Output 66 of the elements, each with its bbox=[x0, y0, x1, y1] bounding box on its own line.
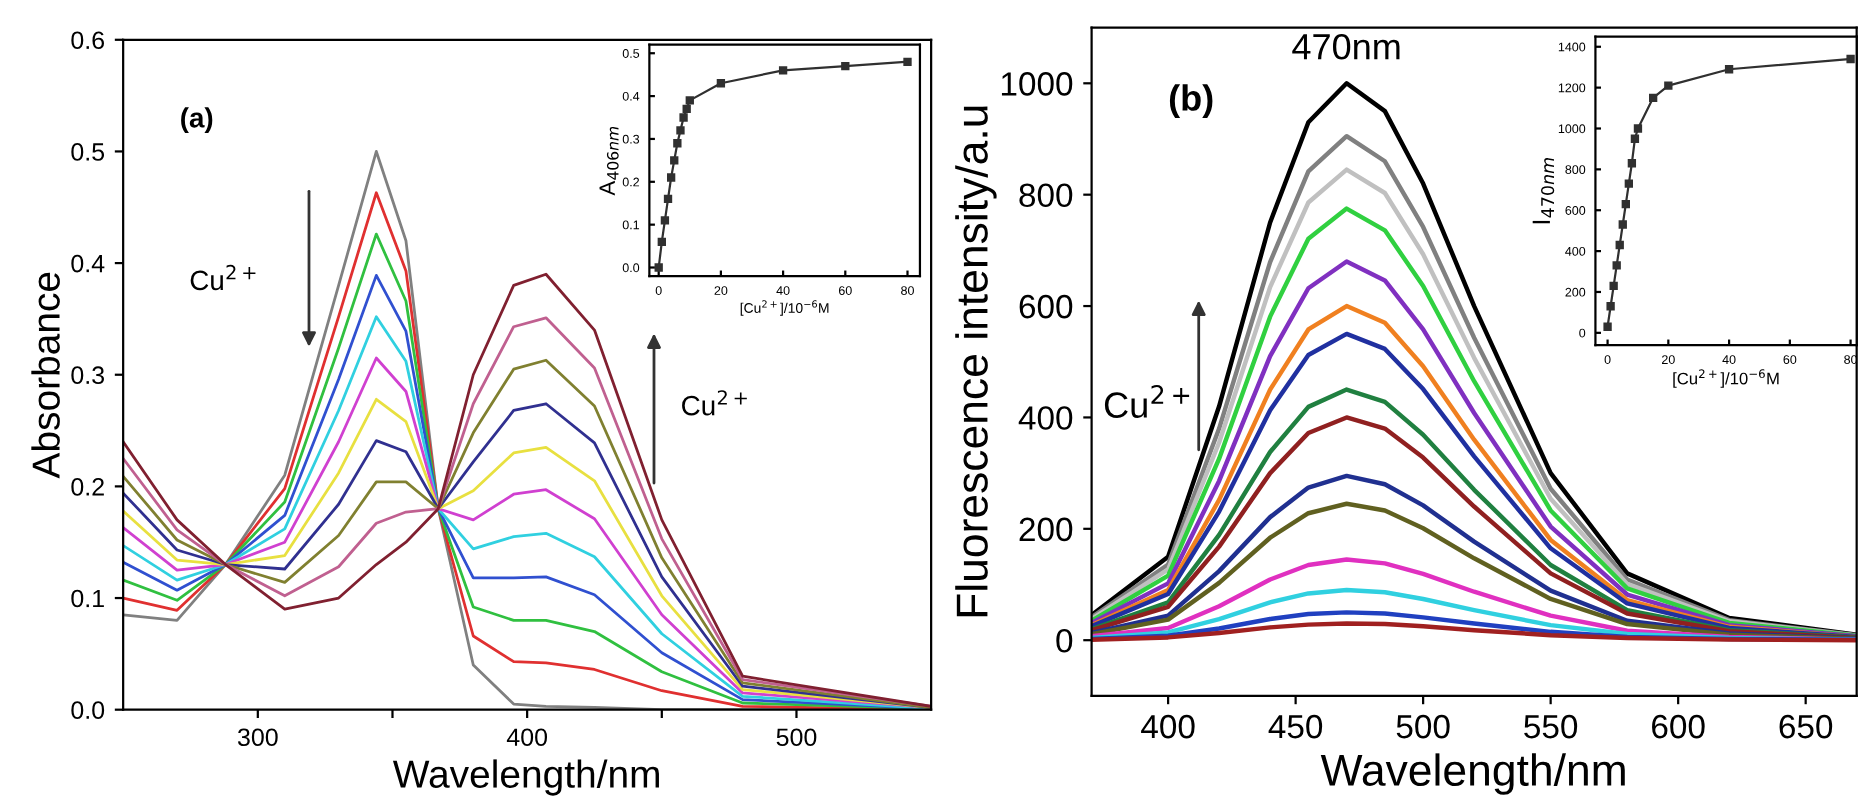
x-tick-label: 650 bbox=[1779, 714, 1833, 739]
y-tick-label: 0.3 bbox=[71, 366, 104, 385]
x-tick-label: 300 bbox=[237, 728, 278, 747]
point bbox=[716, 79, 726, 88]
x-axis-title: Wavelength/nm bbox=[1320, 753, 1625, 795]
point bbox=[673, 139, 682, 148]
point bbox=[1648, 93, 1658, 103]
point bbox=[1609, 281, 1618, 291]
point bbox=[670, 156, 679, 165]
point bbox=[654, 263, 663, 272]
x-tick-label: 500 bbox=[776, 728, 817, 747]
annotation: (a) bbox=[181, 107, 213, 134]
annotation: Cu$^{2+}$ bbox=[190, 264, 256, 291]
y-tick-label: 1000 bbox=[1001, 72, 1073, 96]
x-tick-label: 400 bbox=[1141, 714, 1195, 739]
y-tick-label: 400 bbox=[1018, 406, 1073, 430]
point bbox=[903, 57, 912, 66]
point bbox=[660, 216, 670, 225]
x-axis-title: [Cu$^{2+}$]/10$^{−6}$M bbox=[1673, 369, 1779, 388]
y-tick-label: 0.1 bbox=[71, 589, 104, 608]
line-series bbox=[1091, 473, 1857, 641]
y-axis-title: Fluorescence intensity/a.u bbox=[955, 106, 997, 617]
y-tick-label: 800 bbox=[1019, 183, 1073, 208]
point bbox=[778, 66, 788, 75]
point bbox=[657, 237, 666, 246]
point bbox=[676, 126, 685, 135]
point bbox=[685, 96, 694, 105]
point bbox=[1630, 134, 1640, 143]
y-tick-label: 0.6 bbox=[71, 31, 104, 50]
y-tick-label: 0.4 bbox=[71, 254, 105, 273]
point bbox=[666, 173, 676, 182]
y-axis-title: Absorbance bbox=[31, 272, 60, 479]
annotation: Cu$^{2+}$ bbox=[682, 390, 747, 416]
point bbox=[1621, 199, 1630, 209]
y-axis-title: A$_{406nm}$ bbox=[599, 126, 619, 196]
y-tick-label: 0 bbox=[1056, 629, 1073, 653]
x-tick-label: 550 bbox=[1524, 714, 1578, 739]
point bbox=[1624, 179, 1634, 188]
y-axis-title: I$_{470nm}$ bbox=[1532, 158, 1555, 224]
point bbox=[1615, 240, 1624, 250]
point bbox=[1627, 159, 1637, 168]
x-tick-label: 500 bbox=[1396, 714, 1450, 739]
annotation: (b) bbox=[1169, 84, 1213, 118]
x-tick-label: 450 bbox=[1268, 714, 1323, 739]
point bbox=[1618, 220, 1627, 229]
annotation: 470nm bbox=[1292, 33, 1400, 60]
point bbox=[1664, 81, 1673, 90]
point bbox=[1612, 261, 1621, 270]
point bbox=[1606, 302, 1615, 311]
x-axis-title: Wavelength/nm bbox=[392, 759, 659, 796]
y-tick-label: 0.2 bbox=[71, 477, 104, 496]
point bbox=[682, 104, 691, 114]
annotation: Cu$^{2+}$ bbox=[1104, 385, 1190, 418]
point bbox=[1633, 124, 1643, 133]
y-tick-label: 200 bbox=[1019, 517, 1073, 542]
point bbox=[1724, 65, 1734, 74]
point bbox=[663, 194, 673, 204]
point bbox=[1603, 322, 1612, 331]
point bbox=[841, 61, 850, 71]
line-series bbox=[1091, 621, 1857, 643]
x-tick-label: 400 bbox=[506, 728, 548, 747]
x-tick-label: 600 bbox=[1652, 714, 1705, 739]
point bbox=[1846, 54, 1855, 64]
y-tick-label: 0.5 bbox=[71, 143, 105, 161]
y-tick-label: 0.0 bbox=[71, 701, 105, 719]
point bbox=[679, 113, 688, 122]
